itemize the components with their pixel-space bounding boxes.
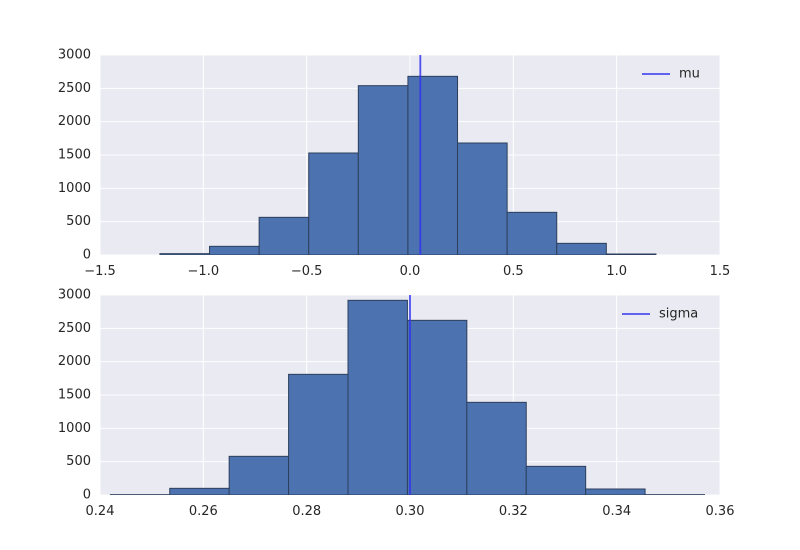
sigma-x-tick-label: 0.28	[292, 504, 321, 519]
sigma-y-tick-label: 0	[83, 488, 91, 503]
sigma-y-tick-label: 3000	[58, 288, 91, 303]
sigma-histogram-bar	[347, 299, 408, 495]
mu-y-tick-label: 1000	[58, 181, 91, 196]
sigma-histogram-panel: 0.24 0.26 0.28 0.30 0.32 0.34 0.36 0 500 1000 1500…	[58, 288, 735, 520]
mu-legend: mu	[642, 67, 700, 82]
mu-y-tick-label: 1500	[58, 148, 91, 163]
sigma-x-tick-label: 0.32	[499, 504, 528, 519]
sigma-histogram-bar	[466, 401, 527, 495]
sigma-y-tick-label: 1500	[58, 388, 91, 403]
mu-histogram-bar	[407, 75, 459, 255]
mu-y-tick-label: 500	[66, 214, 91, 229]
sigma-histogram-bar	[525, 465, 587, 495]
sigma-y-tick-label: 2500	[58, 321, 91, 336]
mu-x-tick-label: 0.0	[400, 264, 421, 279]
mu-y-tick-label: 3000	[58, 48, 91, 63]
sigma-y-tick-label: 1000	[58, 421, 91, 436]
sigma-legend: sigma	[622, 307, 698, 322]
mu-x-tick-label: 1.5	[710, 264, 731, 279]
mu-histogram-bar	[556, 242, 607, 255]
mu-histogram-bar	[159, 253, 211, 255]
sigma-y-tick-label: 2000	[58, 354, 91, 369]
mu-x-tick-label: 1.0	[606, 264, 627, 279]
sigma-y-tick-label: 500	[66, 454, 91, 469]
mu-x-tick-label: −1.0	[188, 264, 220, 279]
sigma-histogram-bar	[585, 488, 646, 495]
mu-histogram-bar	[357, 85, 409, 255]
sigma-x-tick-label: 0.24	[86, 504, 115, 519]
mu-y-tick-label: 2500	[58, 81, 91, 96]
sigma-x-tick-label: 0.26	[189, 504, 218, 519]
sigma-histogram-bar	[228, 455, 290, 495]
sigma-x-tick-label: 0.30	[396, 504, 425, 519]
mu-legend-label: mu	[679, 67, 700, 82]
mu-x-tick-label: −1.5	[84, 264, 116, 279]
sigma-histogram-bar	[169, 487, 230, 495]
mu-plot-area	[159, 55, 657, 255]
mu-y-tick-label: 2000	[58, 114, 91, 129]
sigma-plot-area	[109, 295, 705, 495]
panels: −1.5 −1.0 −0.5 0.0 0.5 1.0 1.5 0 500 1000 1500 2000…	[58, 48, 735, 520]
sigma-x-tick-label: 0.36	[706, 504, 735, 519]
sigma-histogram-bar	[288, 373, 349, 495]
mu-histogram-bar	[258, 216, 310, 255]
mu-histogram-bar	[209, 245, 260, 255]
mu-x-tick-label: −0.5	[291, 264, 323, 279]
mu-histogram-bar	[506, 211, 558, 255]
sigma-x-tick-label: 0.34	[602, 504, 631, 519]
mu-y-tick-label: 0	[83, 248, 91, 263]
mu-histogram-bar	[308, 152, 359, 255]
mu-histogram-bar	[605, 253, 657, 255]
mu-x-tick-label: 0.5	[503, 264, 524, 279]
mu-histogram-bar	[457, 142, 508, 255]
mu-histogram-panel: −1.5 −1.0 −0.5 0.0 0.5 1.0 1.5 0 500 1000 1500 2000…	[58, 48, 730, 280]
sigma-legend-label: sigma	[659, 307, 698, 322]
sigma-histogram-bar	[406, 319, 468, 495]
